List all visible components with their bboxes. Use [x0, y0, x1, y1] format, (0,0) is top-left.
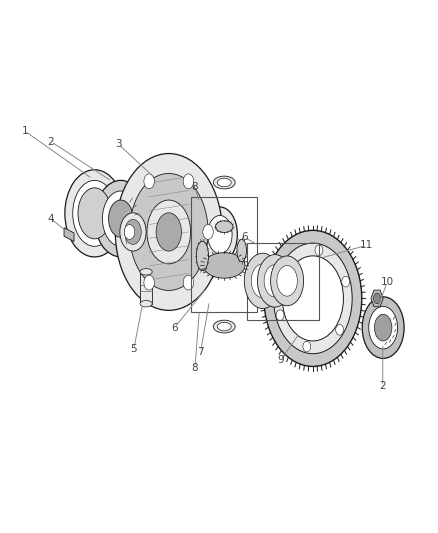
Ellipse shape: [315, 245, 323, 255]
Ellipse shape: [217, 178, 231, 187]
Text: 4: 4: [48, 214, 54, 224]
Ellipse shape: [78, 188, 111, 239]
Ellipse shape: [264, 230, 362, 367]
Ellipse shape: [208, 215, 232, 254]
Ellipse shape: [258, 255, 292, 307]
Ellipse shape: [140, 269, 152, 275]
Ellipse shape: [342, 276, 350, 287]
Text: 1: 1: [21, 126, 28, 136]
Ellipse shape: [283, 256, 343, 341]
Ellipse shape: [336, 325, 343, 335]
Ellipse shape: [156, 213, 181, 251]
Text: 8: 8: [192, 362, 198, 373]
Ellipse shape: [202, 207, 237, 262]
Text: 6: 6: [241, 232, 247, 243]
Ellipse shape: [369, 306, 398, 349]
Ellipse shape: [120, 213, 146, 251]
Ellipse shape: [213, 176, 235, 189]
Text: 2: 2: [48, 136, 54, 147]
Text: 9: 9: [278, 354, 284, 365]
Ellipse shape: [102, 191, 139, 246]
Ellipse shape: [147, 200, 191, 264]
Ellipse shape: [124, 224, 135, 239]
Ellipse shape: [109, 200, 133, 237]
Ellipse shape: [213, 320, 235, 333]
Ellipse shape: [303, 341, 311, 352]
Ellipse shape: [140, 301, 152, 307]
Ellipse shape: [125, 220, 141, 245]
Ellipse shape: [115, 154, 222, 310]
Ellipse shape: [204, 253, 245, 278]
Polygon shape: [371, 290, 383, 306]
Text: 2: 2: [379, 381, 386, 391]
Ellipse shape: [237, 239, 247, 262]
Ellipse shape: [374, 293, 381, 304]
Ellipse shape: [276, 310, 284, 320]
Ellipse shape: [183, 174, 194, 189]
Polygon shape: [64, 228, 74, 241]
Bar: [247, 243, 319, 320]
Text: 7: 7: [198, 346, 204, 357]
Ellipse shape: [277, 265, 297, 296]
Ellipse shape: [144, 174, 154, 189]
Ellipse shape: [251, 264, 274, 298]
Text: 6: 6: [171, 322, 178, 333]
Ellipse shape: [264, 265, 286, 297]
Ellipse shape: [374, 314, 392, 341]
Text: 3: 3: [115, 139, 122, 149]
Ellipse shape: [217, 322, 231, 331]
Ellipse shape: [95, 180, 147, 257]
Bar: [191, 197, 257, 312]
Ellipse shape: [65, 169, 124, 257]
Ellipse shape: [215, 221, 233, 232]
Ellipse shape: [244, 253, 281, 309]
Ellipse shape: [362, 297, 404, 359]
Ellipse shape: [130, 173, 208, 290]
Ellipse shape: [73, 180, 117, 246]
Ellipse shape: [196, 241, 208, 270]
Ellipse shape: [144, 275, 154, 290]
Ellipse shape: [271, 256, 304, 306]
Ellipse shape: [203, 224, 213, 239]
Bar: [140, 272, 152, 304]
Text: 10: 10: [381, 278, 394, 287]
Ellipse shape: [274, 243, 352, 354]
Text: 11: 11: [360, 240, 373, 250]
Ellipse shape: [282, 262, 290, 272]
Ellipse shape: [183, 275, 194, 290]
Text: 5: 5: [131, 344, 137, 354]
Text: 8: 8: [192, 182, 198, 192]
